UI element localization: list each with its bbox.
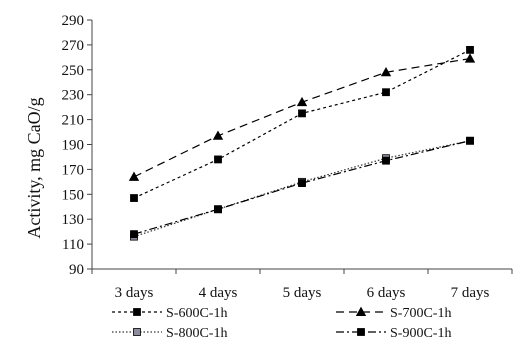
data-point <box>464 53 476 63</box>
legend-label: S-600C-1h <box>166 306 227 321</box>
series-1 <box>130 45 474 202</box>
legend-label: S-900C-1h <box>390 326 451 341</box>
series-line <box>133 58 471 178</box>
y-axis-title: Activity, mg CaO/g <box>24 97 44 238</box>
data-point <box>214 155 222 164</box>
y-tick-label: 170 <box>62 162 85 178</box>
data-point <box>298 179 306 187</box>
y-tick-label: 250 <box>62 63 85 79</box>
legend-item: S-900C-1h <box>336 326 451 341</box>
data-point <box>130 230 138 239</box>
y-tick-label: 230 <box>62 88 85 104</box>
legend-label: S-700C-1h <box>390 306 451 321</box>
data-point <box>382 156 390 165</box>
y-tick-label: 90 <box>69 262 84 278</box>
x-tick-label: 6 days <box>367 285 406 301</box>
chart-body: 90 110 130 150 170 190 210 230 250 270 290 3 days 4 … <box>62 13 513 341</box>
data-point <box>214 205 222 214</box>
series-line <box>133 140 471 235</box>
data-point <box>212 130 224 140</box>
data-point <box>380 66 392 77</box>
y-tick-label: 130 <box>62 212 85 228</box>
legend-swatch-marker <box>133 308 141 316</box>
x-tick-label: 7 days <box>451 285 490 301</box>
legend-item: S-700C-1h <box>336 306 451 321</box>
x-tick-label: 4 days <box>199 285 238 301</box>
y-tick-label: 270 <box>62 38 85 54</box>
y-tick-label: 110 <box>62 237 84 253</box>
legend-label: S-800C-1h <box>166 326 227 341</box>
y-tick-label: 190 <box>62 138 85 154</box>
series-line <box>133 140 471 238</box>
legend-swatch-marker <box>133 328 141 336</box>
legend-item: S-800C-1h <box>112 326 227 341</box>
legend-item: S-600C-1h <box>112 306 227 321</box>
data-point <box>382 88 390 97</box>
data-point <box>466 45 474 54</box>
series-line <box>133 49 471 199</box>
data-point <box>130 194 138 202</box>
series-2 <box>128 53 476 181</box>
x-tick-label: 3 days <box>115 285 154 301</box>
data-point <box>298 109 306 118</box>
data-point <box>128 171 140 181</box>
legend-swatch-marker <box>355 306 367 317</box>
data-point <box>296 96 308 107</box>
data-point <box>466 136 474 145</box>
y-tick-label: 210 <box>62 113 85 129</box>
legend-swatch-marker <box>357 328 365 336</box>
y-tick-label: 150 <box>62 187 85 203</box>
series-4 <box>130 136 474 239</box>
x-tick-label: 5 days <box>283 285 322 301</box>
y-tick-label: 290 <box>62 13 85 29</box>
